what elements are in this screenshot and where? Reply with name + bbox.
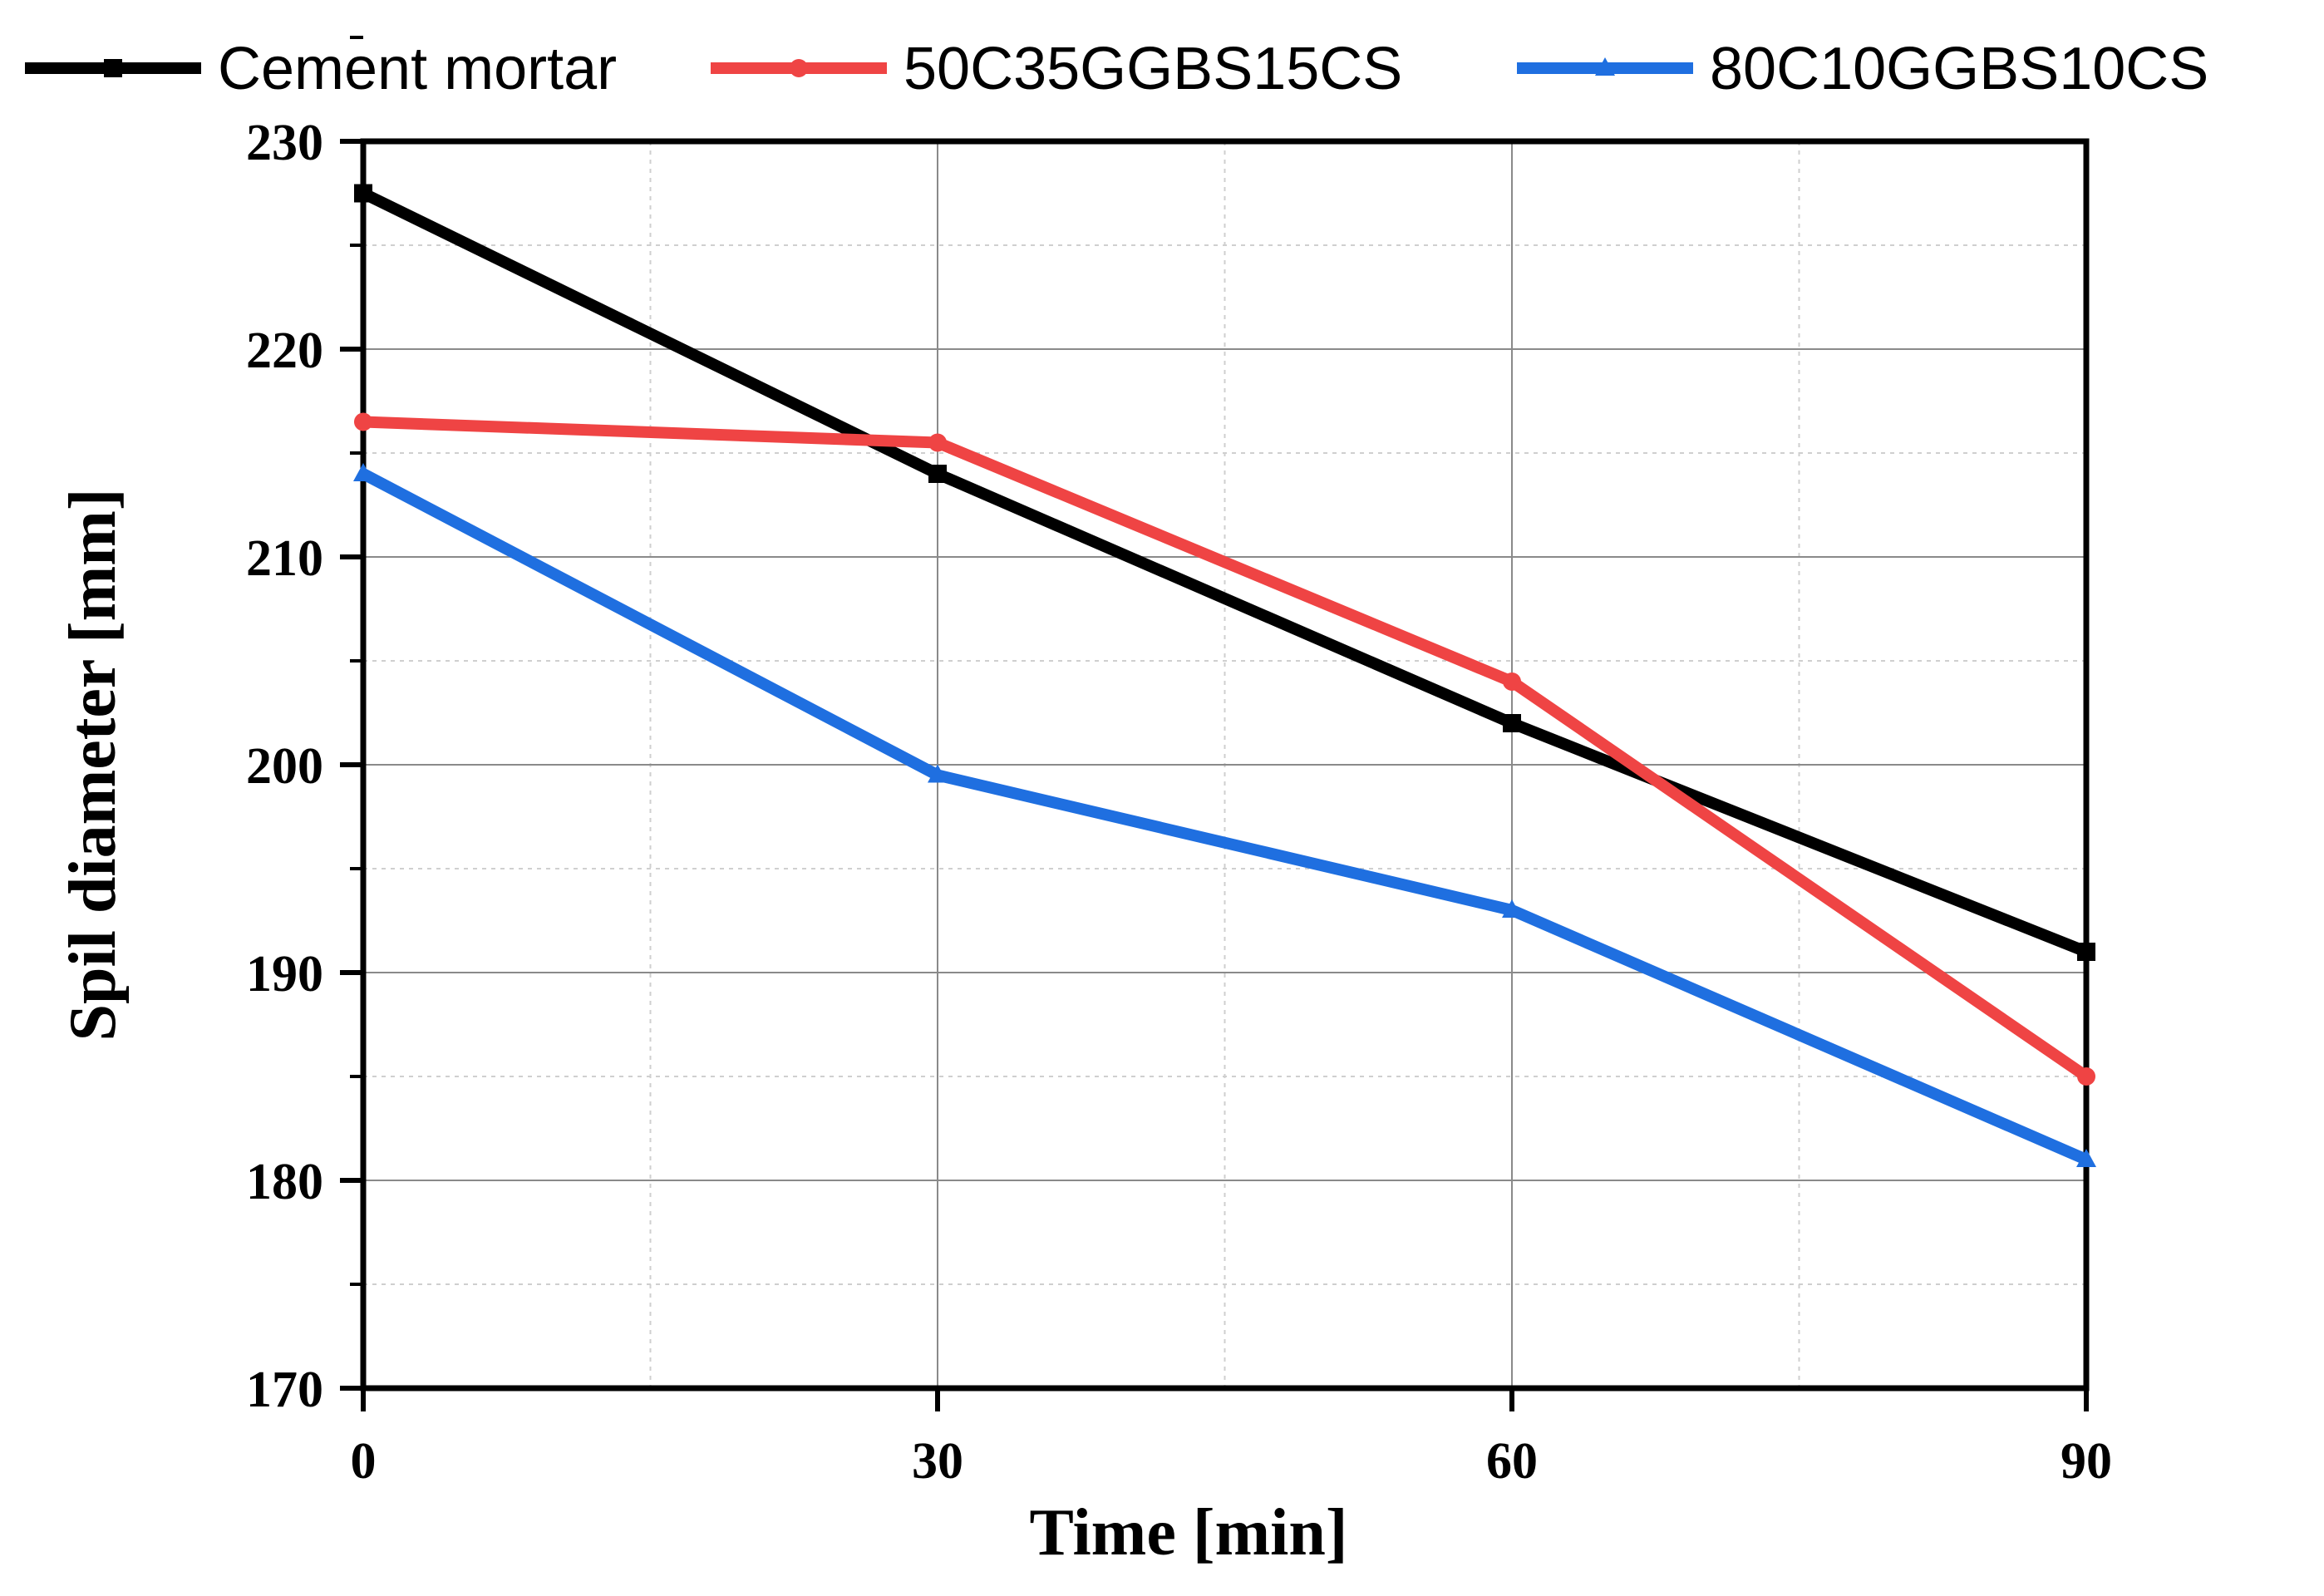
legend-item: 50C35GGBS15CS xyxy=(711,36,1402,102)
y-tick-label: 190 xyxy=(246,946,323,1002)
series-cement-mortar xyxy=(354,184,2095,961)
marker-triangle xyxy=(1502,899,1522,918)
x-tick-label: 30 xyxy=(912,1433,963,1490)
marker-triangle xyxy=(928,764,948,783)
legend-label: 80C10GGBS10CS xyxy=(1710,36,2208,102)
y-axis-title: Spil diameter [mm] xyxy=(57,488,130,1041)
x-axis-title: Time [min] xyxy=(1030,1496,1348,1569)
x-tick-label: 90 xyxy=(2061,1433,2112,1490)
marker-triangle xyxy=(2076,1149,2096,1167)
series-80c10ggbs10cs xyxy=(353,463,2096,1167)
marker-triangle xyxy=(1595,57,1615,76)
y-tick-label: 220 xyxy=(246,323,323,379)
marker-square xyxy=(104,59,122,77)
marker-circle xyxy=(354,412,372,431)
series-line xyxy=(360,468,2089,1165)
x-tick-label: 60 xyxy=(1486,1433,1538,1490)
y-tick-label: 230 xyxy=(246,115,323,171)
legend: Cement mortar 50C35GGBS15CS 80C10GGBS10CS xyxy=(25,36,2208,102)
marker-circle xyxy=(790,59,808,77)
legend-label: Cement mortar xyxy=(218,36,617,102)
series-lines xyxy=(353,184,2096,1167)
series-line xyxy=(360,188,2089,958)
marker-circle xyxy=(928,433,947,452)
marker-square xyxy=(2077,943,2095,961)
grid xyxy=(362,140,2087,1389)
series-line xyxy=(362,416,2090,1081)
x-tick-label: 0 xyxy=(351,1433,377,1490)
marker-square xyxy=(354,184,372,203)
tick-labels: 170 180 190 200 210 220 230 0 30 60 90 xyxy=(246,115,2112,1490)
y-tick-label: 210 xyxy=(246,530,323,587)
marker-square xyxy=(1503,714,1521,732)
legend-item: Cement mortar xyxy=(25,36,617,102)
y-tick-label: 180 xyxy=(246,1154,323,1210)
y-tick-label: 170 xyxy=(246,1362,323,1418)
legend-label: 50C35GGBS15CS xyxy=(904,36,1402,102)
marker-square xyxy=(928,465,947,483)
marker-triangle xyxy=(353,463,373,481)
axes xyxy=(340,36,2090,1411)
legend-item: 80C10GGBS10CS xyxy=(1517,36,2208,102)
marker-circle xyxy=(1503,672,1521,691)
series-50c35ggbs15cs xyxy=(354,412,2095,1086)
marker-circle xyxy=(2077,1067,2095,1086)
y-tick-label: 200 xyxy=(246,738,323,795)
